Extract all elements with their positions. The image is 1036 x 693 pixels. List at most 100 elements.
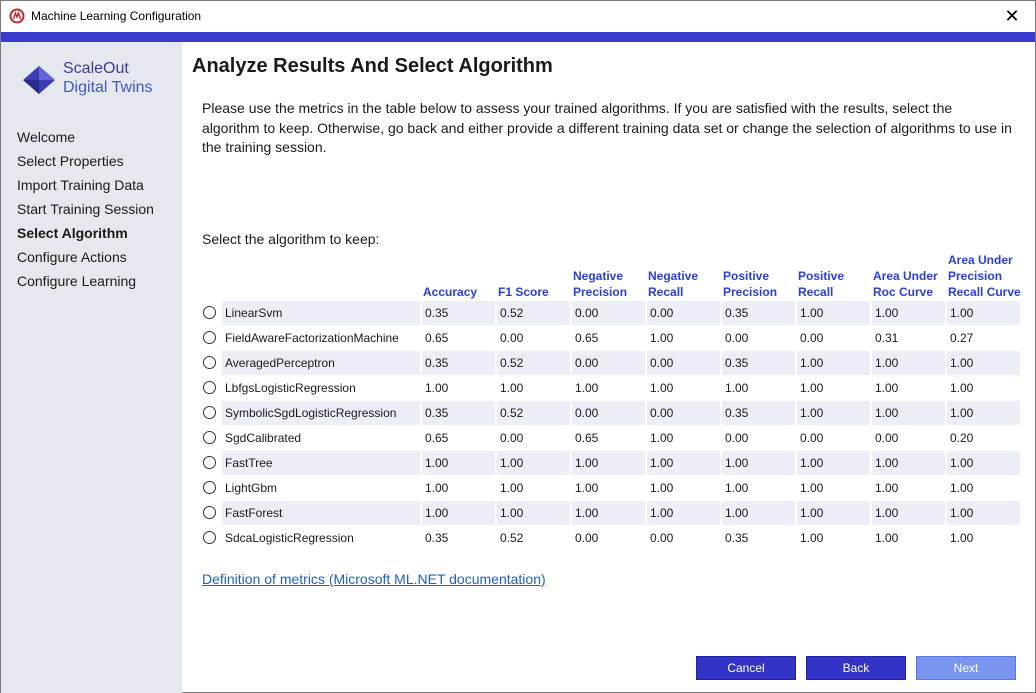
app-logo-icon <box>9 8 25 24</box>
algorithm-radio[interactable] <box>203 431 216 444</box>
table-row[interactable]: LightGbm 1.00 1.00 1.00 1.00 1.00 1.00 1.00 1.00 <box>202 476 1022 500</box>
metric-value: 1.00 <box>797 301 870 325</box>
metric-value: 0.52 <box>497 526 570 550</box>
table-row[interactable]: SymbolicSgdLogisticRegression 0.35 0.52 0.0… <box>202 401 1022 425</box>
column-header: Negative Precision <box>573 268 627 300</box>
algorithm-radio[interactable] <box>203 381 216 394</box>
step-start-training-session[interactable]: Start Training Session <box>17 201 154 217</box>
metric-value: 1.00 <box>497 451 570 475</box>
step-import-training-data[interactable]: Import Training Data <box>17 177 144 193</box>
algorithm-radio[interactable] <box>203 531 216 544</box>
metric-value: 1.00 <box>797 376 870 400</box>
scaleout-logo: ScaleOut Digital Twins <box>21 60 171 104</box>
close-button[interactable]: ✕ <box>989 1 1035 32</box>
metric-value: 1.00 <box>947 301 1020 325</box>
column-header: Area Under Roc Curve <box>873 268 938 300</box>
page-title: Analyze Results And Select Algorithm <box>192 55 553 77</box>
metric-value: 1.00 <box>572 501 645 525</box>
algorithm-radio[interactable] <box>203 306 216 319</box>
metric-value: 1.00 <box>947 476 1020 500</box>
column-header-line: Negative <box>648 269 699 283</box>
metric-value: 1.00 <box>422 501 495 525</box>
metric-value: 1.00 <box>947 501 1020 525</box>
table-row[interactable]: SdcaLogisticRegression 0.35 0.52 0.00 0.00 0.… <box>202 526 1022 550</box>
metric-value: 0.52 <box>497 301 570 325</box>
next-button[interactable]: Next <box>916 656 1016 680</box>
table-row[interactable]: LinearSvm 0.35 0.52 0.00 0.00 0.35 1.00 1.00 1.0… <box>202 301 1022 325</box>
algorithm-name: FastTree <box>222 451 420 475</box>
algorithm-name: SdcaLogisticRegression <box>222 526 420 550</box>
metric-value: 1.00 <box>497 376 570 400</box>
metric-value: 0.00 <box>647 351 720 375</box>
metric-value: 0.65 <box>572 326 645 350</box>
metric-value: 1.00 <box>872 376 945 400</box>
metric-value: 0.00 <box>722 426 795 450</box>
metric-value: 0.27 <box>947 326 1020 350</box>
metric-value: 1.00 <box>797 526 870 550</box>
metric-value: 1.00 <box>797 476 870 500</box>
metric-value: 0.00 <box>647 526 720 550</box>
algorithm-radio[interactable] <box>203 356 216 369</box>
algorithm-radio[interactable] <box>203 406 216 419</box>
metric-value: 1.00 <box>947 526 1020 550</box>
metric-value: 1.00 <box>872 301 945 325</box>
step-select-algorithm[interactable]: Select Algorithm <box>17 225 128 241</box>
step-configure-learning[interactable]: Configure Learning <box>17 273 137 289</box>
metric-value: 1.00 <box>497 476 570 500</box>
step-configure-actions[interactable]: Configure Actions <box>17 249 127 265</box>
metric-value: 0.00 <box>497 426 570 450</box>
metric-value: 1.00 <box>872 451 945 475</box>
metric-value: 1.00 <box>872 526 945 550</box>
metric-value: 1.00 <box>872 476 945 500</box>
metric-value: 0.35 <box>422 301 495 325</box>
metric-value: 0.00 <box>572 351 645 375</box>
metric-value: 1.00 <box>647 326 720 350</box>
step-select-properties[interactable]: Select Properties <box>17 153 124 169</box>
algorithm-name: LinearSvm <box>222 301 420 325</box>
window-title: Machine Learning Configuration <box>31 9 202 23</box>
metric-value: 0.00 <box>797 426 870 450</box>
column-header-line: Recall <box>798 285 834 299</box>
metric-value: 0.52 <box>497 351 570 375</box>
table-row[interactable]: LbfgsLogisticRegression 1.00 1.00 1.00 1.00 1… <box>202 376 1022 400</box>
metric-value: 0.35 <box>722 526 795 550</box>
step-welcome[interactable]: Welcome <box>17 129 76 145</box>
back-button[interactable]: Back <box>806 656 906 680</box>
column-header: Positive Precision <box>723 268 777 300</box>
table-row[interactable]: FastTree 1.00 1.00 1.00 1.00 1.00 1.00 1.00 1.00 <box>202 451 1022 475</box>
table-row[interactable]: AveragedPerceptron 0.35 0.52 0.00 0.00 0.35 1.… <box>202 351 1022 375</box>
metrics-doc-link[interactable]: Definition of metrics (Microsoft ML.NET … <box>202 571 546 587</box>
column-header-line: Accuracy <box>423 285 478 299</box>
algorithm-radio[interactable] <box>203 331 216 344</box>
metric-value: 0.20 <box>947 426 1020 450</box>
column-header-line: Positive <box>723 269 770 283</box>
table-row[interactable]: SgdCalibrated 0.65 0.00 0.65 1.00 0.00 0.00 0.0… <box>202 426 1022 450</box>
metric-value: 0.35 <box>422 401 495 425</box>
metric-value: 0.00 <box>647 301 720 325</box>
column-header-line: Precision <box>723 285 778 299</box>
table-row[interactable]: FieldAwareFactorizationMachine 0.65 0.00 0.… <box>202 326 1022 350</box>
column-header-line: Precision <box>573 285 628 299</box>
cancel-button[interactable]: Cancel <box>696 656 796 680</box>
metric-value: 0.35 <box>722 401 795 425</box>
column-header-line: Area Under <box>873 269 938 283</box>
algorithm-name: AveragedPerceptron <box>222 351 420 375</box>
intro-text: Please use the metrics in the table belo… <box>202 100 1012 155</box>
algorithm-name: LightGbm <box>222 476 420 500</box>
metric-value: 0.00 <box>572 526 645 550</box>
metric-value: 1.00 <box>572 476 645 500</box>
metric-value: 1.00 <box>572 376 645 400</box>
algorithm-radio[interactable] <box>203 481 216 494</box>
metric-value: 1.00 <box>872 351 945 375</box>
table-row[interactable]: FastForest 1.00 1.00 1.00 1.00 1.00 1.00 1.00 1.… <box>202 501 1022 525</box>
algorithm-radio[interactable] <box>203 456 216 469</box>
column-header-line: Positive <box>798 269 845 283</box>
metric-value: 0.31 <box>872 326 945 350</box>
metric-value: 0.65 <box>422 326 495 350</box>
algorithm-name: SgdCalibrated <box>222 426 420 450</box>
column-header-line: Recall Curve <box>948 285 1021 299</box>
column-header-line: Negative <box>573 269 624 283</box>
metric-value: 1.00 <box>722 501 795 525</box>
algorithm-radio[interactable] <box>203 506 216 519</box>
